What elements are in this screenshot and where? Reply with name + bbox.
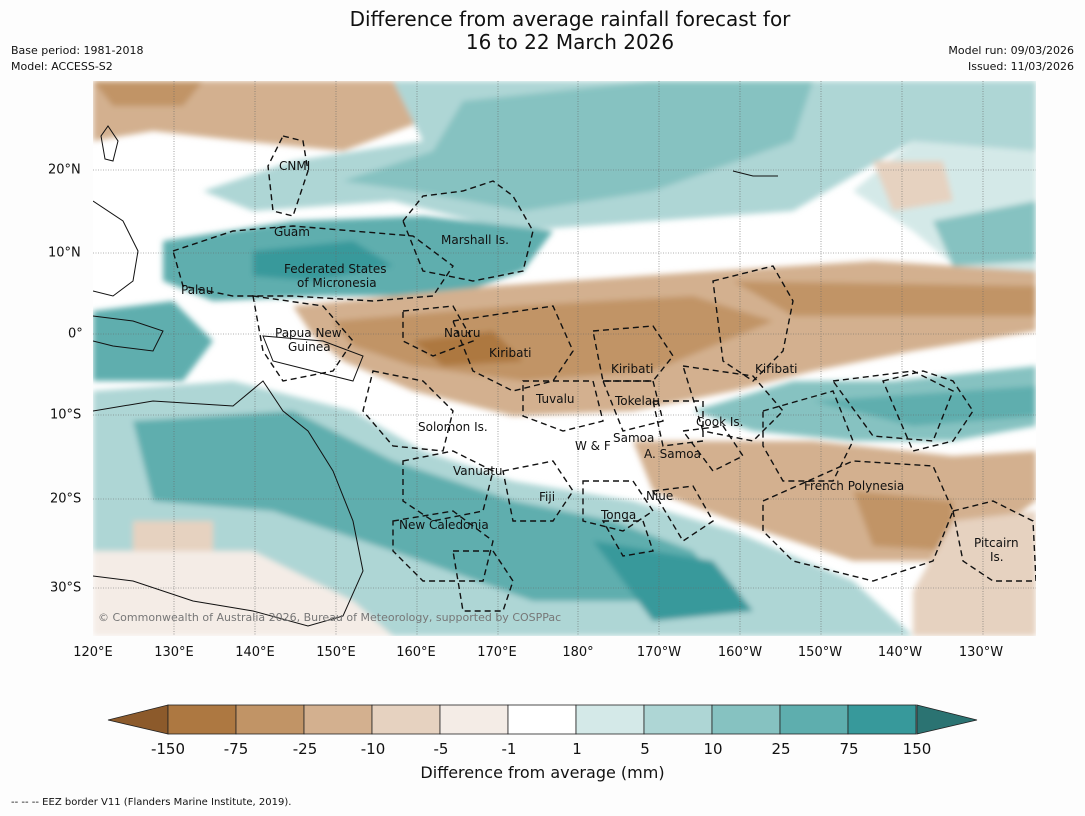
colorbar-label: -25 bbox=[292, 740, 318, 758]
colorbar bbox=[107, 704, 978, 735]
colorbar-bin bbox=[711, 704, 781, 735]
label-kiribati-west: Kiribati bbox=[489, 346, 531, 360]
colorbar-bin bbox=[167, 704, 237, 735]
meta-right: Model run: 09/03/2026 Issued: 11/03/2026 bbox=[948, 43, 1074, 75]
label-niue: Niue bbox=[646, 489, 673, 503]
colorbar-bin bbox=[507, 704, 577, 735]
colorbar-label: -75 bbox=[223, 740, 249, 758]
x-tick-label: 140°W bbox=[877, 645, 923, 660]
x-tick-label: 130°E bbox=[154, 645, 194, 660]
colorbar-bin bbox=[779, 704, 849, 735]
colorbar-label: -1 bbox=[501, 740, 517, 758]
rainfall-anomaly-field bbox=[93, 81, 1036, 636]
x-tick-label: 130°W bbox=[958, 645, 1004, 660]
x-tick-label: 150°E bbox=[316, 645, 356, 660]
coastlines bbox=[93, 125, 778, 627]
colorbar-bin bbox=[643, 704, 713, 735]
region-labels: CNMI Guam Marshall Is. Federated States … bbox=[181, 159, 1019, 564]
x-tick-label: 160°W bbox=[717, 645, 763, 660]
colorbar-high-extend bbox=[916, 704, 978, 735]
y-tick-label: 30°S bbox=[50, 580, 82, 596]
y-tick-label: 0° bbox=[68, 326, 83, 342]
label-fsm-2: of Micronesia bbox=[297, 276, 377, 290]
issued-date: Issued: 11/03/2026 bbox=[967, 60, 1074, 73]
map-canvas: CNMI Guam Marshall Is. Federated States … bbox=[93, 81, 1036, 636]
rainfall-map: CNMI Guam Marshall Is. Federated States … bbox=[93, 81, 1036, 636]
label-tokelau: Tokelau bbox=[614, 394, 660, 408]
label-wallis-futuna: W & F bbox=[575, 439, 611, 453]
label-french-polynesia: French Polynesia bbox=[804, 479, 904, 493]
label-kiribati-east: Kiribati bbox=[755, 362, 797, 376]
colorbar-label: 5 bbox=[640, 740, 650, 758]
colorbar-title: Difference from average (mm) bbox=[420, 763, 665, 782]
x-tick-label: 150°W bbox=[797, 645, 843, 660]
label-solomon: Solomon Is. bbox=[418, 420, 488, 434]
colorbar-label: 150 bbox=[902, 740, 932, 758]
label-pitcairn-2: Is. bbox=[990, 550, 1004, 564]
copyright-notice: © Commonwealth of Australia 2026, Bureau… bbox=[98, 611, 561, 624]
colorbar-bin bbox=[847, 704, 917, 735]
colorbar-label: 75 bbox=[839, 740, 859, 758]
x-tick-label: 160°E bbox=[396, 645, 436, 660]
label-pitcairn-1: Pitcairn bbox=[974, 536, 1019, 550]
colorbar-label: -10 bbox=[360, 740, 386, 758]
x-tick-label: 140°E bbox=[235, 645, 275, 660]
colorbar-label: -150 bbox=[150, 740, 186, 758]
y-tick-label: 20°S bbox=[50, 491, 82, 507]
label-png-1: Papua New bbox=[275, 326, 342, 340]
colorbar-bin bbox=[439, 704, 509, 735]
chart-title: Difference from average rainfall forecas… bbox=[0, 8, 1085, 54]
label-vanuatu: Vanuatu bbox=[453, 464, 503, 478]
label-cook: Cook Is. bbox=[696, 415, 743, 429]
y-tick-label: 20°N bbox=[48, 162, 81, 178]
label-tonga: Tonga bbox=[600, 508, 636, 522]
label-tuvalu: Tuvalu bbox=[535, 392, 575, 406]
colorbar-label: 1 bbox=[572, 740, 582, 758]
graticule bbox=[93, 81, 1036, 636]
colorbar-label: -5 bbox=[433, 740, 449, 758]
label-new-caledonia: New Caledonia bbox=[399, 518, 489, 532]
label-nauru: Nauru bbox=[444, 326, 480, 340]
label-kiribati-central: Kiribati bbox=[611, 362, 653, 376]
colorbar-bin bbox=[235, 704, 305, 735]
title-line-1: Difference from average rainfall forecas… bbox=[349, 7, 791, 31]
label-american-samoa: A. Samoa bbox=[644, 447, 701, 461]
label-palau: Palau bbox=[181, 283, 213, 297]
label-fsm-1: Federated States bbox=[284, 262, 386, 276]
title-line-2: 16 to 22 March 2026 bbox=[465, 30, 675, 54]
label-png-2: Guinea bbox=[288, 340, 331, 354]
y-tick-label: 10°N bbox=[48, 245, 81, 261]
colorbar-label: 10 bbox=[703, 740, 723, 758]
meta-left: Base period: 1981-2018 Model: ACCESS-S2 bbox=[11, 43, 143, 75]
label-samoa: Samoa bbox=[613, 431, 654, 445]
x-tick-label: 120°E bbox=[73, 645, 113, 660]
x-tick-label: 170°E bbox=[477, 645, 517, 660]
colorbar-bins bbox=[167, 704, 917, 735]
x-tick-label: 170°W bbox=[636, 645, 682, 660]
x-tick-label: 180° bbox=[562, 645, 594, 660]
y-tick-label: 10°S bbox=[50, 407, 82, 423]
colorbar-bin bbox=[303, 704, 373, 735]
label-fiji: Fiji bbox=[539, 490, 555, 504]
eez-borders bbox=[172, 135, 1036, 612]
label-marshall: Marshall Is. bbox=[441, 233, 509, 247]
label-guam: Guam bbox=[274, 225, 310, 239]
colorbar-label: 25 bbox=[771, 740, 791, 758]
label-cnmi: CNMI bbox=[279, 159, 310, 173]
colorbar-bin bbox=[575, 704, 645, 735]
base-period: Base period: 1981-2018 bbox=[11, 44, 144, 57]
colorbar-low-extend bbox=[107, 704, 169, 735]
model-name: Model: ACCESS-S2 bbox=[11, 60, 113, 73]
colorbar-bin bbox=[371, 704, 441, 735]
model-run: Model run: 09/03/2026 bbox=[948, 44, 1074, 57]
eez-footnote: -- -- -- EEZ border V11 (Flanders Marine… bbox=[11, 797, 292, 808]
